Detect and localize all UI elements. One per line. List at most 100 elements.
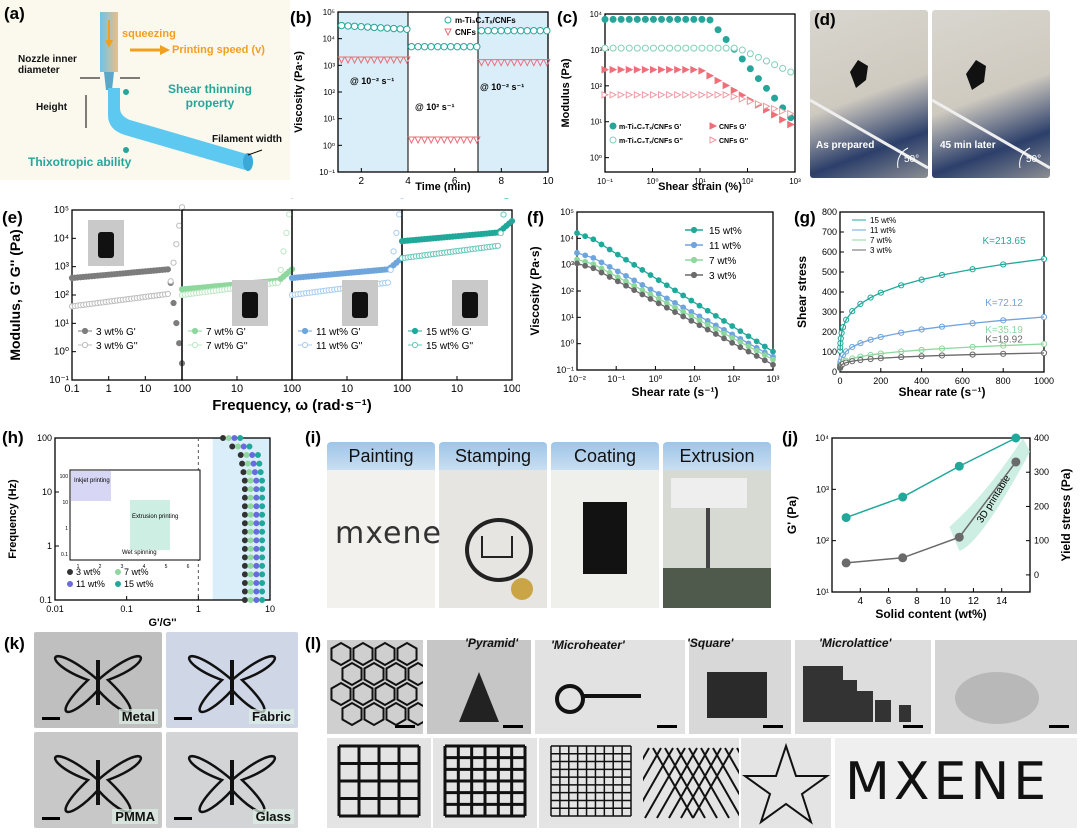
y-tick-label: 200: [822, 327, 837, 337]
ratio-point: [241, 470, 246, 475]
modulus-point: [650, 16, 656, 22]
x-tick-label: 10⁻²: [568, 374, 586, 384]
substrate-label: Glass: [253, 809, 294, 824]
y-tick-label: 10¹: [323, 115, 335, 124]
modulus-point: [772, 112, 778, 118]
viscosity-point: [345, 23, 351, 29]
legend-marker: [445, 17, 451, 23]
x-tick-label: 800: [996, 376, 1011, 386]
legend-entry: CNFs G': [719, 124, 747, 131]
ratio-point: [242, 538, 247, 543]
square-shape: [707, 672, 767, 718]
ratio-point: [242, 521, 247, 526]
coated-film: [583, 502, 627, 574]
legend-marker: [610, 137, 616, 143]
inkjet-region: [71, 471, 111, 501]
scale-bar: [503, 725, 523, 728]
viscosity-point: [415, 43, 421, 49]
modulus-point: [495, 243, 500, 248]
modulus-point: [739, 47, 745, 53]
modulus-point: [667, 67, 673, 73]
printed-grid: [539, 738, 643, 828]
nozzle-line2: diameter: [18, 65, 77, 76]
panel-label-e: (e): [2, 208, 23, 228]
chart-e: 3 wt% G'3 wt% G''7 wt% G'7 wt% G''11 wt%…: [0, 198, 520, 418]
ratio-point: [250, 453, 255, 458]
viscosity-point: [461, 137, 467, 143]
modulus-point: [667, 16, 673, 22]
y-tick-label: 300: [1034, 467, 1049, 477]
legend-entry: m-Ti₃C₂Tₓ/CNFs: [455, 16, 516, 25]
inset-x-tick: 6: [187, 564, 190, 570]
viscosity-point: [524, 27, 530, 33]
diagonal-line: [677, 748, 717, 818]
region-low-rate: [478, 12, 548, 172]
hexagon-cell: [342, 703, 361, 725]
ratio-point: [255, 453, 260, 458]
printed-grid: [327, 738, 431, 828]
viscosity-point: [384, 25, 390, 31]
legend-marker: [68, 570, 73, 575]
sample-cylinder: [98, 232, 114, 258]
legend-entry: CNFs: [455, 28, 476, 37]
stamp-crown: [481, 536, 513, 558]
x-tick-label: 10³: [789, 177, 801, 186]
x-axis-label: G'/G'': [148, 617, 176, 629]
modulus-point: [772, 95, 778, 101]
ratio-point: [242, 572, 247, 577]
modulus-point: [747, 66, 753, 72]
panel-a: (a) squeezing Printing speed (v) Nozzle …: [0, 0, 290, 180]
mxene-text-photo: MXENE: [835, 738, 1077, 828]
diagonal-line: [689, 748, 729, 818]
x-tick-label: 4: [405, 176, 411, 187]
ratio-point: [242, 598, 247, 603]
printed-grid: [643, 738, 739, 828]
legend-marker: [710, 123, 716, 129]
hexagon-cell: [331, 683, 350, 705]
ratio-point: [254, 572, 259, 577]
panel-label-k: (k): [4, 634, 25, 654]
hexagon-lattice: [327, 640, 423, 734]
x-axis-label: Shear strain (%): [658, 181, 742, 193]
x-axis-label: Shear rate (s⁻¹): [898, 385, 985, 399]
y-axis-label-left: G' (Pa): [785, 496, 799, 534]
y-tick-label: 10²: [816, 536, 829, 546]
x-axis-label: Frequency, ω (rad·s⁻¹): [212, 397, 372, 414]
viscosity-point: [358, 23, 364, 29]
modulus-point: [171, 260, 176, 265]
diagonal-line: [665, 748, 705, 818]
x-axis-label: Solid content (wt%): [875, 607, 986, 621]
modulus-point: [683, 67, 689, 73]
legend-entry: CNFs G'': [719, 138, 748, 145]
yield-point: [955, 533, 963, 541]
x-tick-label: 12: [968, 596, 980, 607]
modulus-point: [626, 45, 632, 51]
modulus-point: [177, 341, 182, 346]
modulus-point: [715, 92, 721, 98]
viscosity-point: [397, 26, 403, 32]
hexagon-cell: [364, 703, 383, 725]
ratio-point: [260, 580, 265, 585]
viscosity-point: [467, 137, 473, 143]
legend-marker: [691, 272, 696, 277]
viscosity-point: [498, 27, 504, 33]
diagonal-line: [643, 748, 649, 818]
panel-label-c: (c): [557, 8, 578, 28]
printed-grid-photo: [327, 738, 431, 828]
x-tick-label: 200: [873, 376, 888, 386]
y-tick-label: 300: [822, 307, 837, 317]
painted-text: mxene: [335, 516, 442, 551]
modulus-point: [610, 67, 616, 73]
ratio-point: [248, 580, 253, 585]
k-value-label: K=213.65: [982, 236, 1026, 247]
y-tick-label: 10: [42, 487, 52, 497]
modulus-point: [699, 16, 705, 22]
y-tick-label: 10³: [323, 61, 335, 70]
legend-marker: [116, 582, 121, 587]
panel-label-a: (a): [4, 4, 25, 24]
printed-grid: [433, 738, 537, 828]
